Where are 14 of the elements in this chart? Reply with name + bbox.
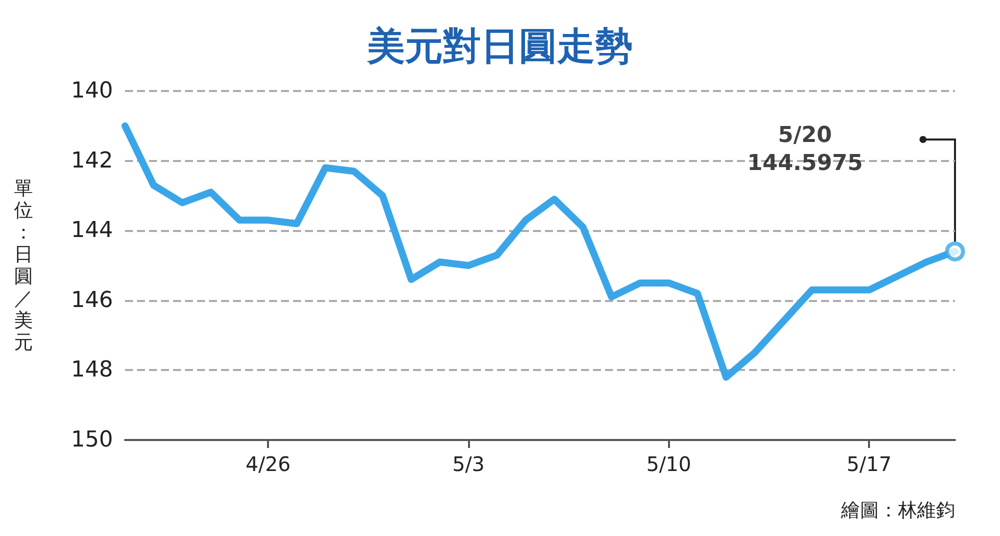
annotation: 5/20 144.5975 xyxy=(747,122,863,176)
y-tick-label: 146 xyxy=(71,288,113,313)
y-tick-label: 140 xyxy=(71,78,113,104)
chart-title: 美元對日圓走勢 xyxy=(366,24,633,68)
y-tick-label: 144 xyxy=(71,218,113,244)
x-tick-label: 5/17 xyxy=(846,452,892,476)
y-tick-label: 148 xyxy=(71,358,113,383)
y-tick-label: 150 xyxy=(71,428,113,452)
x-tick-label: 4/26 xyxy=(246,452,291,476)
text: 繪圖：林維鈞 xyxy=(840,500,955,522)
y-axis-title: 單位：日圓／美元 xyxy=(14,178,33,354)
y-tick-label: 142 xyxy=(71,148,113,174)
x-tick-label: 5/10 xyxy=(646,452,692,476)
x-tick-label: 5/3 xyxy=(452,452,485,476)
